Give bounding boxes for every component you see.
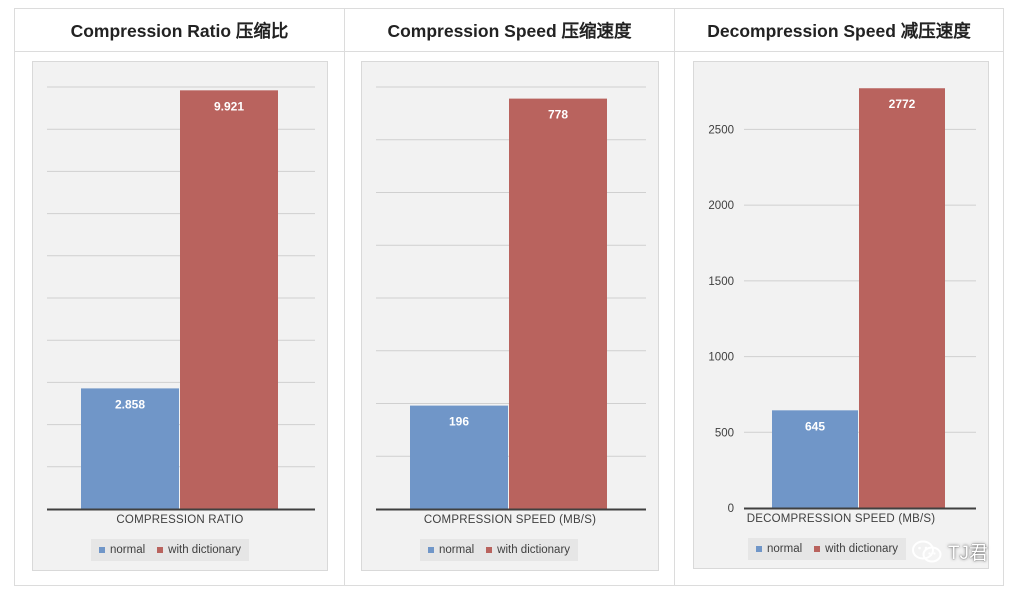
bar-with-dictionary	[859, 88, 945, 509]
legend-label: with dictionary	[497, 544, 571, 556]
legend-label: normal	[439, 544, 475, 556]
y-tick-label: 1500	[708, 276, 734, 288]
bar-normal	[772, 410, 858, 508]
bar-normal	[81, 388, 179, 509]
comparison-table: Compression Ratio 压缩比 2.858 9.921 COMPRES…	[14, 8, 1004, 586]
y-tick-label: 0	[728, 503, 734, 515]
chart-title: Decompression Speed 减压速度	[675, 9, 1003, 52]
legend: normal with dictionary	[420, 539, 579, 561]
y-tick-label: 500	[715, 427, 734, 439]
chart-title: Compression Ratio 压缩比	[15, 9, 344, 52]
y-tick-label: 2500	[708, 124, 734, 136]
bar-value-label: 645	[805, 419, 825, 433]
x-axis-title: DECOMPRESSION SPEED (MB/S)	[746, 513, 936, 525]
watermark: TJ君	[911, 538, 988, 565]
legend-label: normal	[767, 543, 803, 555]
chart-plot: 0 500 1000 1500 2000 2500 645 2772	[708, 88, 976, 515]
chart-plot: 2.858 9.921	[47, 86, 315, 511]
legend-item-dictionary: with dictionary	[157, 544, 241, 556]
decompression-speed-cell: Decompression Speed 减压速度 0 500 1000 1500 200…	[675, 9, 1003, 585]
bar-value-label: 2772	[889, 97, 916, 111]
bar-value-label: 778	[548, 108, 568, 122]
compression-speed-cell: Compression Speed 压缩速度 196 778 COMPRESSIO…	[345, 9, 675, 585]
legend-swatch-normal	[428, 547, 434, 553]
legend-label: with dictionary	[825, 543, 899, 555]
y-tick-label: 1000	[708, 352, 734, 364]
legend-label: normal	[110, 544, 146, 556]
bar-normal	[410, 405, 508, 509]
decompression-speed-chart: 0 500 1000 1500 2000 2500 645 2772 DECOMPRESSIO…	[693, 61, 989, 569]
bar-value-label: 196	[449, 415, 469, 429]
bar-with-dictionary	[509, 98, 607, 510]
compression-ratio-cell: Compression Ratio 压缩比 2.858 9.921 COMPRES…	[15, 9, 345, 585]
legend-swatch-dictionary	[157, 547, 164, 553]
legend-item-normal: normal	[756, 543, 802, 555]
legend-item-dictionary: with dictionary	[814, 543, 898, 555]
y-tick-label: 2000	[708, 200, 734, 212]
chart-plot: 196 778	[376, 86, 646, 511]
legend-item-normal: normal	[99, 544, 145, 556]
legend-swatch-normal	[756, 546, 762, 552]
legend: normal with dictionary	[91, 539, 250, 561]
legend-swatch-normal	[99, 547, 105, 553]
bar-value-label: 2.858	[115, 397, 145, 411]
legend-label: with dictionary	[168, 544, 242, 556]
chart-title: Compression Speed 压缩速度	[345, 9, 674, 52]
wechat-icon	[911, 540, 942, 562]
bar-value-label: 9.921	[214, 99, 244, 113]
legend: normal with dictionary	[748, 538, 907, 560]
compression-ratio-chart: 2.858 9.921 COMPRESSION RATIO normal with…	[32, 61, 328, 571]
legend-item-normal: normal	[428, 544, 474, 556]
legend-item-dictionary: with dictionary	[486, 544, 570, 556]
legend-swatch-dictionary	[486, 547, 493, 553]
legend-swatch-dictionary	[814, 546, 821, 552]
x-axis-title: COMPRESSION SPEED (MB/S)	[423, 514, 597, 526]
bar-with-dictionary	[180, 90, 278, 509]
watermark-text: TJ君	[947, 543, 988, 564]
compression-speed-chart: 196 778 COMPRESSION SPEED (MB/S) normal w…	[361, 61, 659, 571]
x-axis-title: COMPRESSION RATIO	[116, 514, 244, 526]
